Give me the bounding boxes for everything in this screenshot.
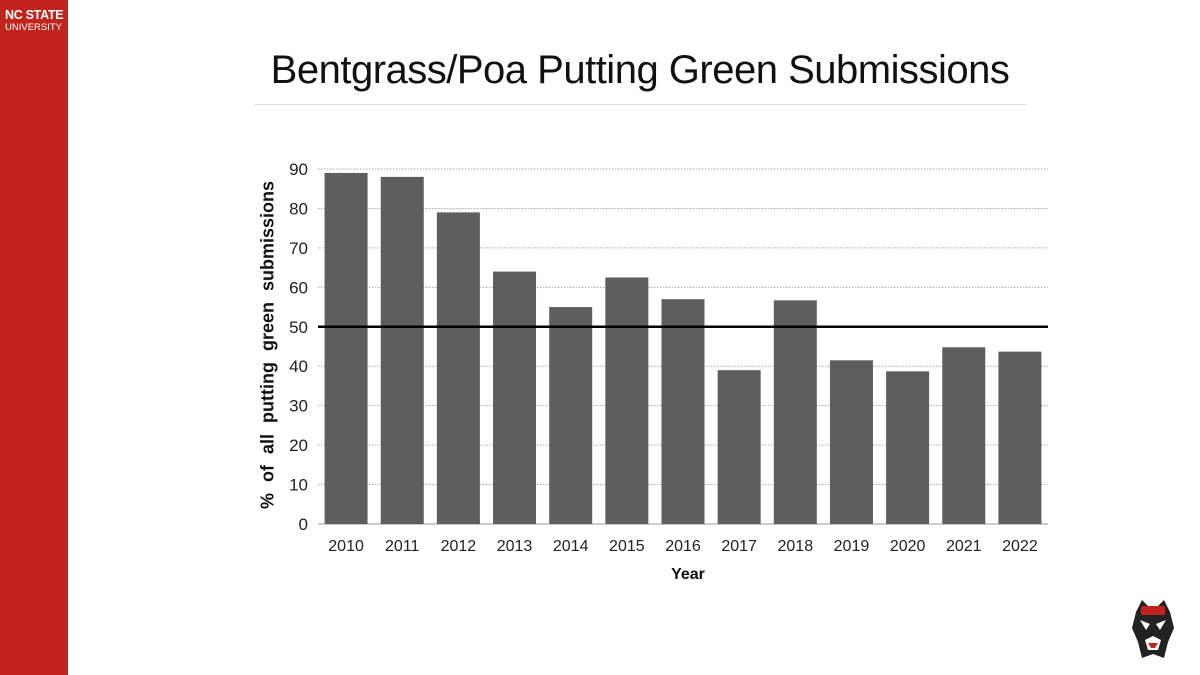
chart-title: Bentgrass/Poa Putting Green Submissions [270,48,1010,92]
x-tick-label: 2019 [834,538,870,555]
x-tick-label: 2020 [890,538,926,555]
x-tick-label: 2022 [1002,538,1038,555]
y-tick-label: 80 [289,199,308,218]
bar-2015 [605,277,649,524]
bar-2010 [324,172,368,524]
brand-sidebar: NC STATE UNIVERSITY [0,0,68,675]
ncstate-logo: NC STATE UNIVERSITY [5,8,64,33]
bar-2017 [717,370,761,524]
x-tick-label: 2012 [441,538,477,555]
bar-2019 [829,360,873,524]
x-tick-label: 2010 [328,538,364,555]
logo-line2: UNIVERSITY [5,21,63,33]
bar-2012 [436,212,480,524]
bar-2022 [998,351,1042,524]
x-tick-label: 2017 [721,538,757,555]
x-tick-label: 2021 [946,538,982,555]
y-tick-label: 40 [289,357,308,376]
bar-2013 [493,271,537,524]
y-tick-label: 0 [299,515,308,534]
y-tick-label: 60 [289,278,308,297]
bar-2018 [773,300,817,524]
bar-2020 [886,371,930,524]
y-tick-label: 20 [289,436,308,455]
bar-2021 [942,347,986,524]
x-tick-label: 2015 [609,538,645,555]
wolf-mascot-icon [1132,600,1174,658]
x-tick-label: 2016 [665,538,701,555]
x-axis-label: Year [671,566,705,583]
logo-line1: NC STATE [5,8,64,22]
bar-2011 [380,176,424,524]
y-tick-label: 70 [289,239,308,258]
x-tick-label: 2014 [553,538,589,555]
bar-2016 [661,299,705,524]
y-tick-label: 30 [289,397,308,416]
x-tick-label: 2011 [385,538,420,555]
x-tick-label: 2018 [778,538,814,555]
title-divider [255,104,1027,105]
y-tick-label: 10 [289,476,308,495]
y-tick-label: 50 [289,318,308,337]
x-tick-label: 2013 [497,538,533,555]
bar-2014 [549,307,593,524]
y-tick-label: 90 [289,160,308,179]
